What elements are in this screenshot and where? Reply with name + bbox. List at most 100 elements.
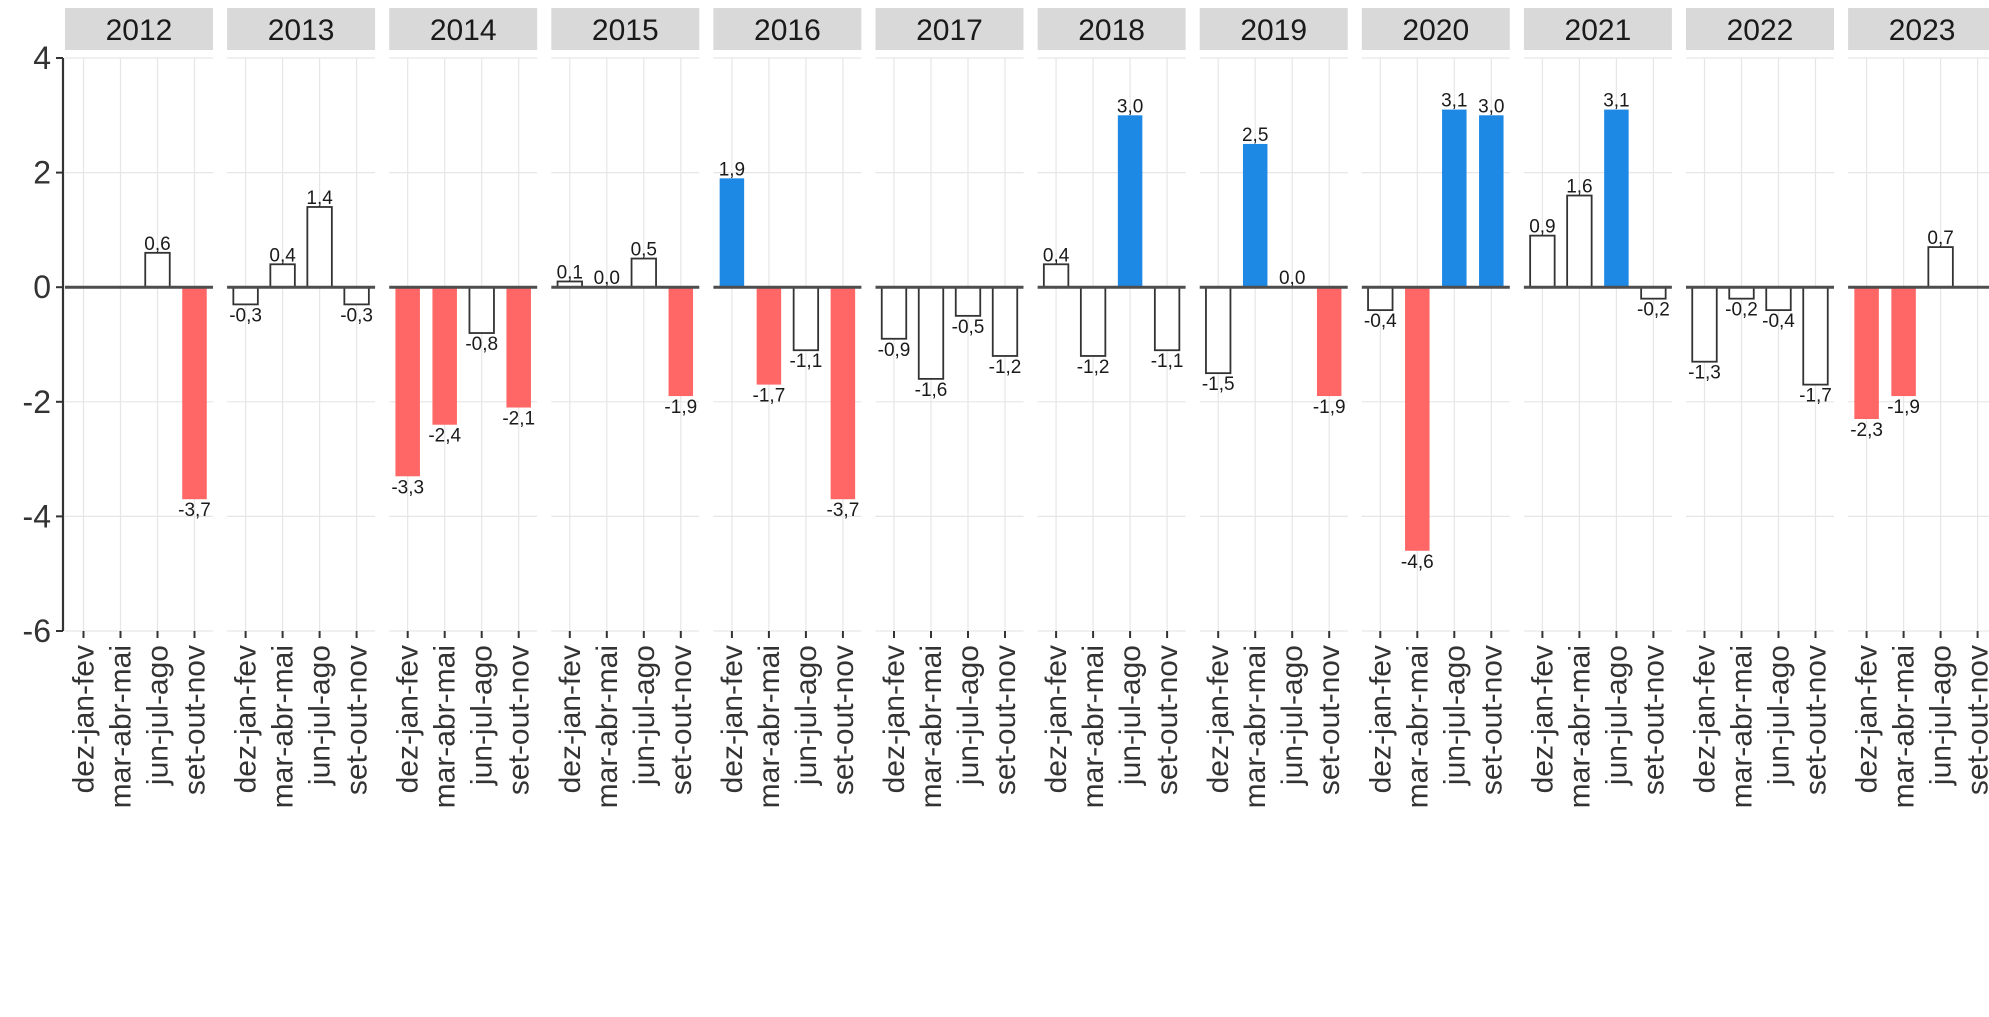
- facet-strip: [1848, 8, 1989, 50]
- bar-value-label: -0,8: [465, 334, 498, 355]
- bar-2023-dez-jan-fev: [1854, 287, 1879, 419]
- x-tick-label: dez-jan-fev: [1202, 645, 1235, 793]
- x-tick-label: set-out-nov: [1962, 645, 1989, 795]
- x-tick-label: jun-jul-ago: [790, 645, 823, 786]
- x-tick-label: jun-jul-ago: [142, 645, 175, 786]
- x-tick-label: set-out-nov: [1637, 645, 1670, 795]
- x-tick-label: dez-jan-fev: [392, 645, 425, 793]
- facet-strip-label: 2017: [916, 14, 983, 47]
- x-tick-label: mar-abr-mai: [1401, 645, 1434, 808]
- y-tick-label: 0: [33, 269, 51, 305]
- x-tick-label: jun-jul-ago: [628, 645, 661, 786]
- bar-value-label: -3,7: [827, 500, 860, 521]
- facet-strip: [1686, 8, 1834, 50]
- bar-value-label: -0,3: [340, 305, 373, 326]
- x-tick-label: dez-jan-fev: [1851, 645, 1884, 793]
- bar-value-label: -1,9: [1887, 397, 1920, 418]
- x-tick-label: jun-jul-ago: [304, 645, 337, 786]
- bar-value-label: 0,4: [269, 245, 296, 266]
- y-tick-label: 2: [33, 155, 51, 191]
- bar-value-label: -2,1: [502, 409, 535, 430]
- bar-value-label: 3,1: [1603, 91, 1629, 112]
- x-tick-label: dez-jan-fev: [1526, 645, 1559, 793]
- x-tick-label: set-out-nov: [1800, 645, 1833, 795]
- bar-value-label: -1,3: [1688, 363, 1721, 384]
- x-tick-label: jun-jul-ago: [1276, 645, 1309, 786]
- x-tick-label: mar-abr-mai: [1239, 645, 1272, 808]
- x-tick-label: mar-abr-mai: [1888, 645, 1921, 808]
- x-tick-label: set-out-nov: [665, 645, 698, 795]
- x-tick-label: mar-abr-mai: [915, 645, 948, 808]
- bar-value-label: -0,2: [1637, 300, 1670, 321]
- facet-strip: [551, 8, 700, 50]
- bar-value-label: -3,7: [178, 500, 211, 521]
- facet-strip: [65, 8, 213, 50]
- bar-value-label: -1,7: [1799, 386, 1832, 407]
- bar-value-label: -0,9: [878, 340, 911, 361]
- bar-value-label: -4,6: [1401, 552, 1434, 573]
- x-tick-label: set-out-nov: [1313, 645, 1346, 795]
- x-tick-label: dez-jan-fev: [1364, 645, 1397, 793]
- facet-strip-label: 2023: [1889, 14, 1956, 47]
- bar-value-label: 2,5: [1242, 125, 1268, 146]
- bar-2019-set-out-nov: [1316, 287, 1342, 397]
- bar-2014-jun-jul-ago: [468, 286, 495, 334]
- bar-2013-set-out-nov: [343, 286, 370, 306]
- facet-strip: [713, 8, 862, 50]
- bar-value-label: -0,5: [952, 317, 985, 338]
- x-tick-label: dez-jan-fev: [716, 645, 749, 793]
- facet-strip: [1037, 8, 1186, 50]
- bar-2020-mar-abr-mai: [1405, 287, 1430, 551]
- x-tick-label: dez-jan-fev: [1040, 645, 1073, 793]
- bar-2023-mar-abr-mai: [1891, 287, 1916, 397]
- x-tick-label: mar-abr-mai: [267, 645, 300, 808]
- bar-value-label: -1,9: [1313, 397, 1346, 418]
- bar-2018-mar-abr-mai: [1079, 286, 1107, 357]
- facet-strip: [1199, 8, 1348, 50]
- bar-2021-dez-jan-fev: [1529, 234, 1556, 289]
- bar-2015-jun-jul-ago: [630, 257, 657, 289]
- bar-2022-dez-jan-fev: [1691, 286, 1718, 363]
- bar-2013-dez-jan-fev: [232, 286, 259, 306]
- x-tick-label: set-out-nov: [179, 645, 212, 795]
- bar-2018-jun-jul-ago: [1117, 115, 1143, 288]
- bar-value-label: -1,1: [1151, 351, 1184, 372]
- bar-2017-mar-abr-mai: [917, 286, 945, 380]
- x-tick-label: jun-jul-ago: [952, 645, 985, 786]
- x-tick-label: set-out-nov: [989, 645, 1022, 795]
- facet-strip-label: 2021: [1565, 14, 1632, 47]
- bar-value-label: 1,6: [1566, 177, 1592, 198]
- bar-2020-jun-jul-ago: [1442, 109, 1467, 288]
- x-tick-label: mar-abr-mai: [591, 645, 624, 808]
- bar-value-label: 3,1: [1441, 91, 1467, 112]
- bar-2018-set-out-nov: [1153, 286, 1181, 352]
- x-tick-label: jun-jul-ago: [1763, 645, 1796, 786]
- facet-strip-label: 2013: [268, 14, 335, 47]
- bar-value-label: -1,9: [664, 397, 697, 418]
- y-tick-label: -2: [23, 384, 51, 420]
- bar-2017-dez-jan-fev: [880, 286, 908, 340]
- bar-2016-dez-jan-fev: [719, 178, 745, 288]
- x-tick-label: set-out-nov: [1475, 645, 1508, 795]
- bar-2012-set-out-nov: [182, 287, 207, 500]
- bar-value-label: -0,3: [229, 305, 262, 326]
- facet-strip: [227, 8, 376, 50]
- y-tick-label: 4: [33, 40, 51, 76]
- x-tick-label: jun-jul-ago: [1925, 645, 1958, 786]
- x-tick-label: set-out-nov: [1151, 645, 1184, 795]
- facet-strip: [1361, 8, 1510, 50]
- x-tick-label: dez-jan-fev: [68, 645, 101, 793]
- bar-value-label: -1,2: [1077, 357, 1110, 378]
- facet-strip-label: 2015: [592, 14, 659, 47]
- bar-value-label: 1,9: [719, 159, 745, 180]
- bar-value-label: -1,7: [753, 386, 786, 407]
- bar-value-label: 0,4: [1043, 245, 1070, 266]
- facet-strip-label: 2022: [1727, 14, 1794, 47]
- bar-2021-set-out-nov: [1640, 286, 1667, 300]
- x-tick-label: mar-abr-mai: [753, 645, 786, 808]
- bar-2022-jun-jul-ago: [1765, 286, 1792, 312]
- x-tick-label: jun-jul-ago: [1438, 645, 1471, 786]
- facet-strip-label: 2012: [106, 14, 173, 47]
- bar-2013-mar-abr-mai: [269, 263, 296, 289]
